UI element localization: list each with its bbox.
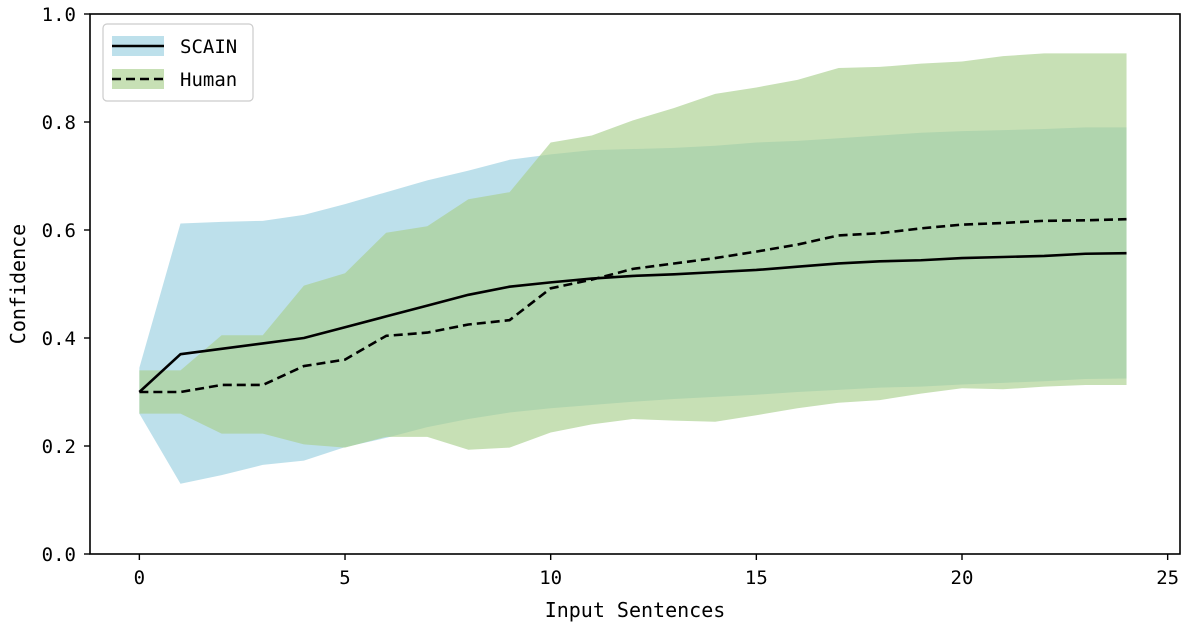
plot-frame bbox=[89, 13, 1181, 555]
legend-item-scain: SCAIN bbox=[112, 36, 237, 58]
x-tick-label: 5 bbox=[339, 567, 350, 589]
legend-item-human: Human bbox=[112, 69, 237, 91]
x-tick-label: 10 bbox=[539, 567, 562, 589]
legend-swatch bbox=[112, 69, 164, 89]
confidence-bands bbox=[139, 53, 1127, 484]
x-axis-label: Input Sentences bbox=[545, 598, 726, 622]
legend-label: Human bbox=[180, 69, 237, 91]
x-tick-label: 20 bbox=[951, 567, 974, 589]
x-axis-ticks: 0 5 10 15 20 25 bbox=[134, 554, 1179, 589]
y-tick-label: 1.0 bbox=[42, 4, 76, 26]
x-tick-label: 0 bbox=[134, 567, 145, 589]
y-axis-ticks: 0.0 0.2 0.4 0.6 0.8 1.0 bbox=[42, 4, 90, 566]
x-tick-label: 15 bbox=[745, 567, 768, 589]
y-tick-label: 0.6 bbox=[42, 220, 76, 242]
line-scain bbox=[138, 251, 1127, 393]
band-human bbox=[139, 53, 1127, 450]
y-axis-label: Confidence bbox=[6, 224, 30, 344]
y-tick-label: 0.4 bbox=[42, 328, 76, 350]
y-tick-label: 0.0 bbox=[42, 544, 76, 566]
line-human bbox=[139, 217, 1127, 394]
y-tick-label: 0.8 bbox=[42, 112, 76, 134]
y-tick-label: 0.2 bbox=[42, 436, 76, 458]
series-lines bbox=[138, 217, 1127, 394]
x-tick-label: 25 bbox=[1156, 567, 1179, 589]
legend-label: SCAIN bbox=[180, 36, 237, 58]
legend: SCAIN Human bbox=[102, 23, 254, 102]
